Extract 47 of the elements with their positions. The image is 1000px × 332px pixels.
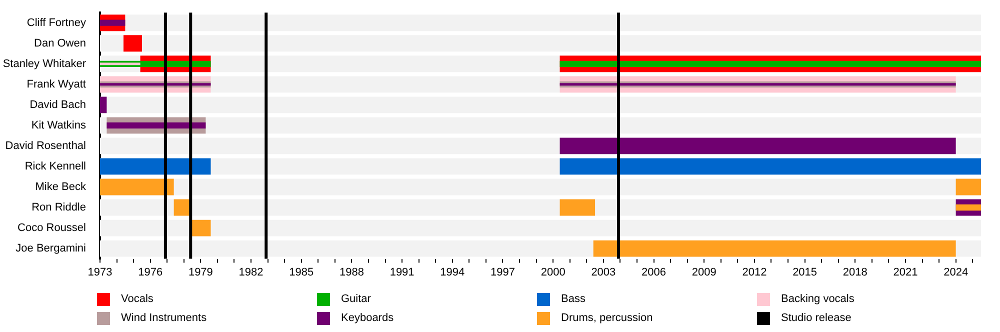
x-tick-label: 1988 (339, 266, 364, 278)
x-tick-label: 2000 (540, 266, 566, 278)
bar (956, 178, 981, 196)
x-tick-label: 2006 (642, 266, 666, 278)
x-tick-label: 2009 (692, 266, 716, 278)
x-tick-label: 1985 (289, 266, 314, 278)
y-tick-label: Cliff Fortney (26, 16, 86, 29)
x-tick-label: 2003 (591, 266, 616, 278)
legend-label: Bass (561, 293, 586, 305)
y-tick-label: David Rosenthal (5, 140, 86, 152)
x-tick-label: 2015 (792, 266, 818, 278)
bar (190, 220, 211, 236)
y-tick-label: David Bach (30, 98, 86, 111)
legend-label: Studio release (781, 312, 852, 324)
x-tick-label: 1997 (490, 266, 515, 278)
legend-label: Guitar (341, 293, 371, 305)
bar (100, 178, 174, 196)
x-tick-label: 1979 (188, 266, 213, 278)
y-tick-label: Coco Roussel (18, 222, 86, 234)
legend-label: Vocals (121, 293, 154, 305)
y-tick-label: Joe Bergamini (16, 242, 86, 255)
x-tick-label: 1991 (390, 266, 414, 278)
bar (560, 199, 596, 216)
bar (106, 122, 206, 129)
y-tick-label: Frank Wyatt (26, 78, 86, 90)
y-tick-label: Mike Beck (35, 181, 86, 194)
y-tick-label: Stanley Whitaker (2, 58, 86, 70)
bar (123, 35, 142, 52)
x-tick-label: 2024 (944, 266, 968, 278)
bar (956, 204, 981, 211)
x-tick-label: 1973 (88, 266, 112, 278)
legend-label: Wind Instruments (121, 312, 207, 324)
y-tick-label: Rick Kennell (24, 160, 86, 173)
bar (100, 20, 126, 26)
x-tick-label: 1994 (440, 266, 465, 278)
x-tick-label: 2018 (842, 266, 868, 278)
legend-label: Drums, percussion (561, 312, 653, 324)
x-tick-label: 1976 (138, 266, 163, 278)
x-tick-label: 2021 (893, 266, 918, 278)
legend-label: Backing vocals (781, 293, 854, 305)
y-tick-label: Dan Owen (34, 37, 86, 50)
x-tick-label: 1982 (238, 266, 264, 278)
y-tick-label: Ron Riddle (32, 202, 86, 214)
bar (100, 158, 211, 175)
y-tick-label: Kit Watkins (31, 119, 86, 132)
x-tick-label: 2012 (742, 266, 767, 278)
legend-label: Keyboards (341, 312, 394, 324)
